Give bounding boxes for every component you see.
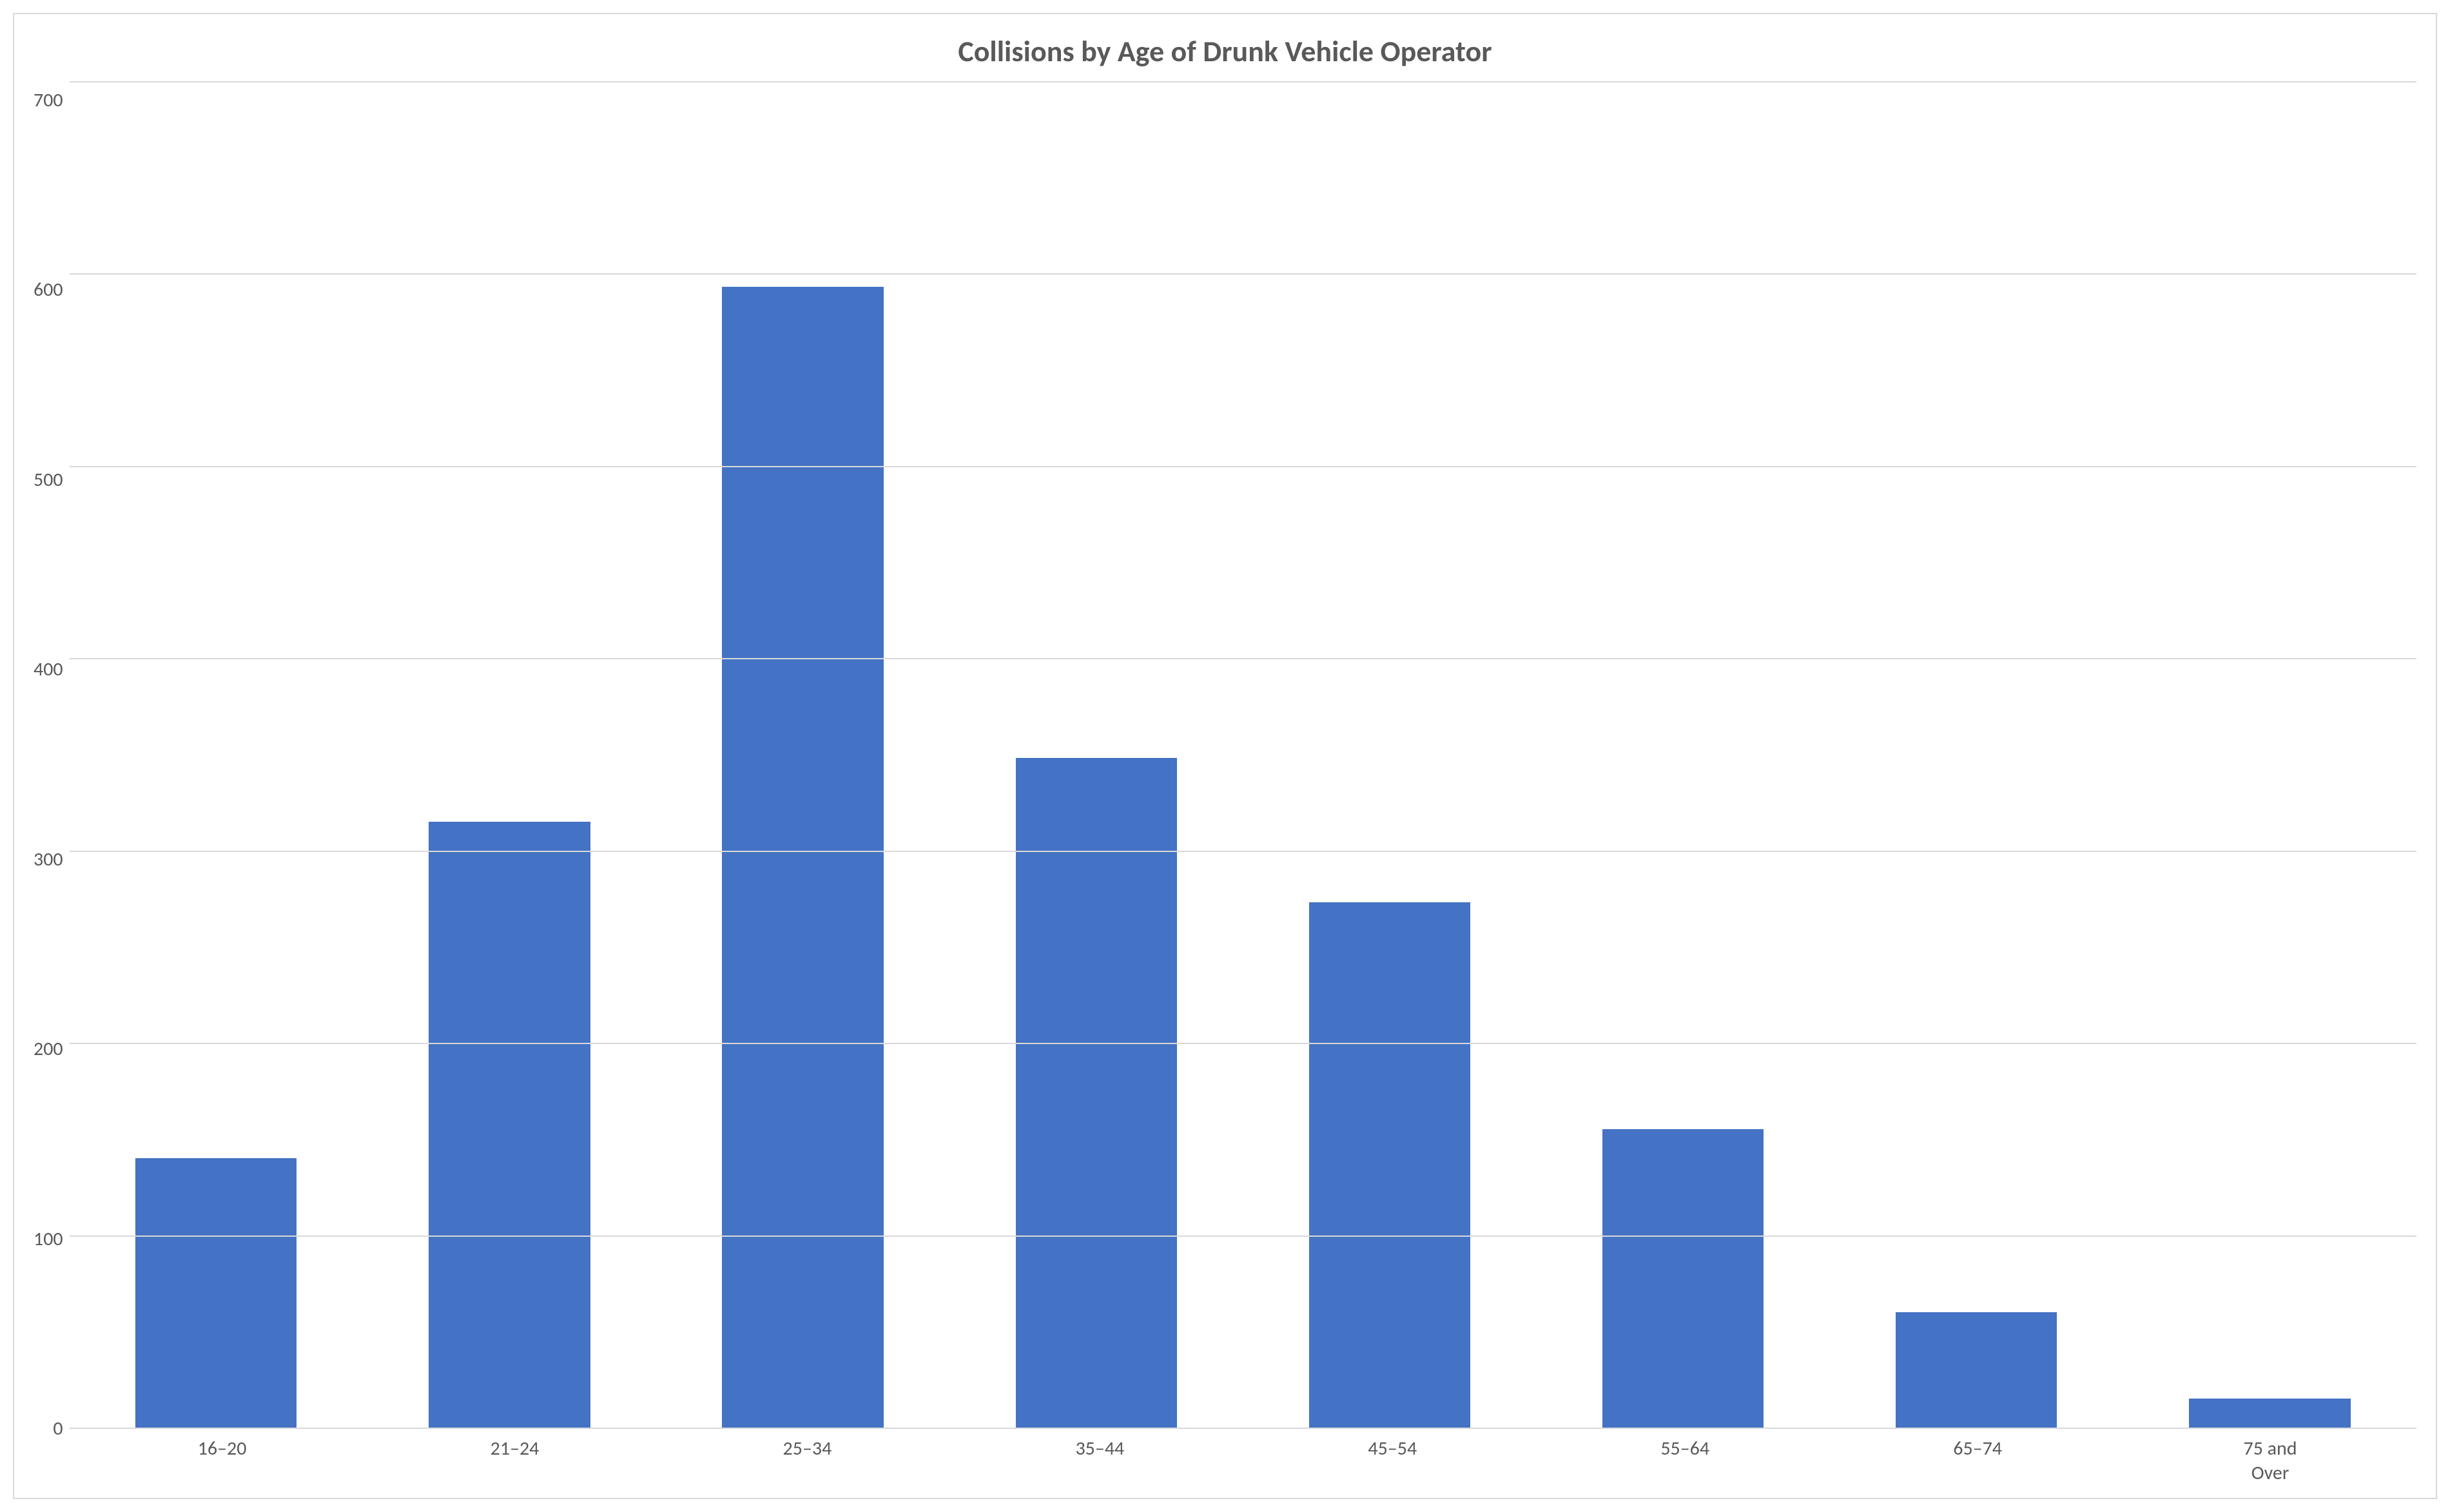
- gridline: [70, 466, 2416, 467]
- y-tick-label: 300: [34, 850, 63, 869]
- y-axis: 7006005004003002001000: [34, 81, 70, 1429]
- gridline: [70, 851, 2416, 852]
- y-tick-label: 0: [53, 1419, 63, 1439]
- gridline: [70, 81, 2416, 82]
- y-tick-label: 500: [34, 470, 63, 490]
- x-tick-label: 25–34: [661, 1429, 953, 1485]
- bar-slot: [70, 81, 363, 1428]
- chart-frame: Collisions by Age of Drunk Vehicle Opera…: [13, 13, 2437, 1499]
- bar: [1016, 758, 1177, 1428]
- gridline: [70, 273, 2416, 275]
- y-tick-label: 600: [34, 280, 63, 300]
- plot-row: 7006005004003002001000: [34, 81, 2416, 1429]
- x-tick-label: 75 and Over: [2124, 1429, 2416, 1485]
- x-tick-label: 55–64: [1539, 1429, 1831, 1485]
- x-tick-label: 21–24: [369, 1429, 661, 1485]
- bar-slot: [1243, 81, 1536, 1428]
- y-tick-label: 700: [34, 91, 63, 110]
- bars-layer: [70, 81, 2416, 1428]
- bar-slot: [1830, 81, 2123, 1428]
- bar: [135, 1158, 297, 1428]
- bar: [2189, 1399, 2350, 1428]
- y-tick-label: 400: [34, 660, 63, 679]
- x-tick-label: 45–54: [1246, 1429, 1539, 1485]
- bar-slot: [363, 81, 656, 1428]
- y-tick-label: 200: [34, 1040, 63, 1059]
- bar-slot: [1536, 81, 1829, 1428]
- bar: [722, 287, 883, 1428]
- bar: [429, 822, 590, 1428]
- x-axis: 16–2021–2425–3435–4445–5455–6465–7475 an…: [76, 1429, 2416, 1485]
- bar-slot: [2123, 81, 2416, 1428]
- x-tick-label: 16–20: [76, 1429, 369, 1485]
- bar-slot: [949, 81, 1243, 1428]
- x-axis-row: 16–2021–2425–3435–4445–5455–6465–7475 an…: [34, 1429, 2416, 1485]
- plot-area: [70, 81, 2416, 1429]
- bar: [1896, 1312, 2057, 1428]
- chart-container: Collisions by Age of Drunk Vehicle Opera…: [0, 0, 2450, 1512]
- y-tick-label: 100: [34, 1230, 63, 1249]
- x-tick-label: 35–44: [953, 1429, 1246, 1485]
- gridline: [70, 1043, 2416, 1044]
- gridline: [70, 658, 2416, 659]
- chart-title: Collisions by Age of Drunk Vehicle Opera…: [34, 34, 2416, 70]
- bar: [1309, 902, 1470, 1428]
- x-tick-label: 65–74: [1831, 1429, 2124, 1485]
- bar: [1602, 1129, 1764, 1428]
- gridline: [70, 1236, 2416, 1237]
- bar-slot: [656, 81, 949, 1428]
